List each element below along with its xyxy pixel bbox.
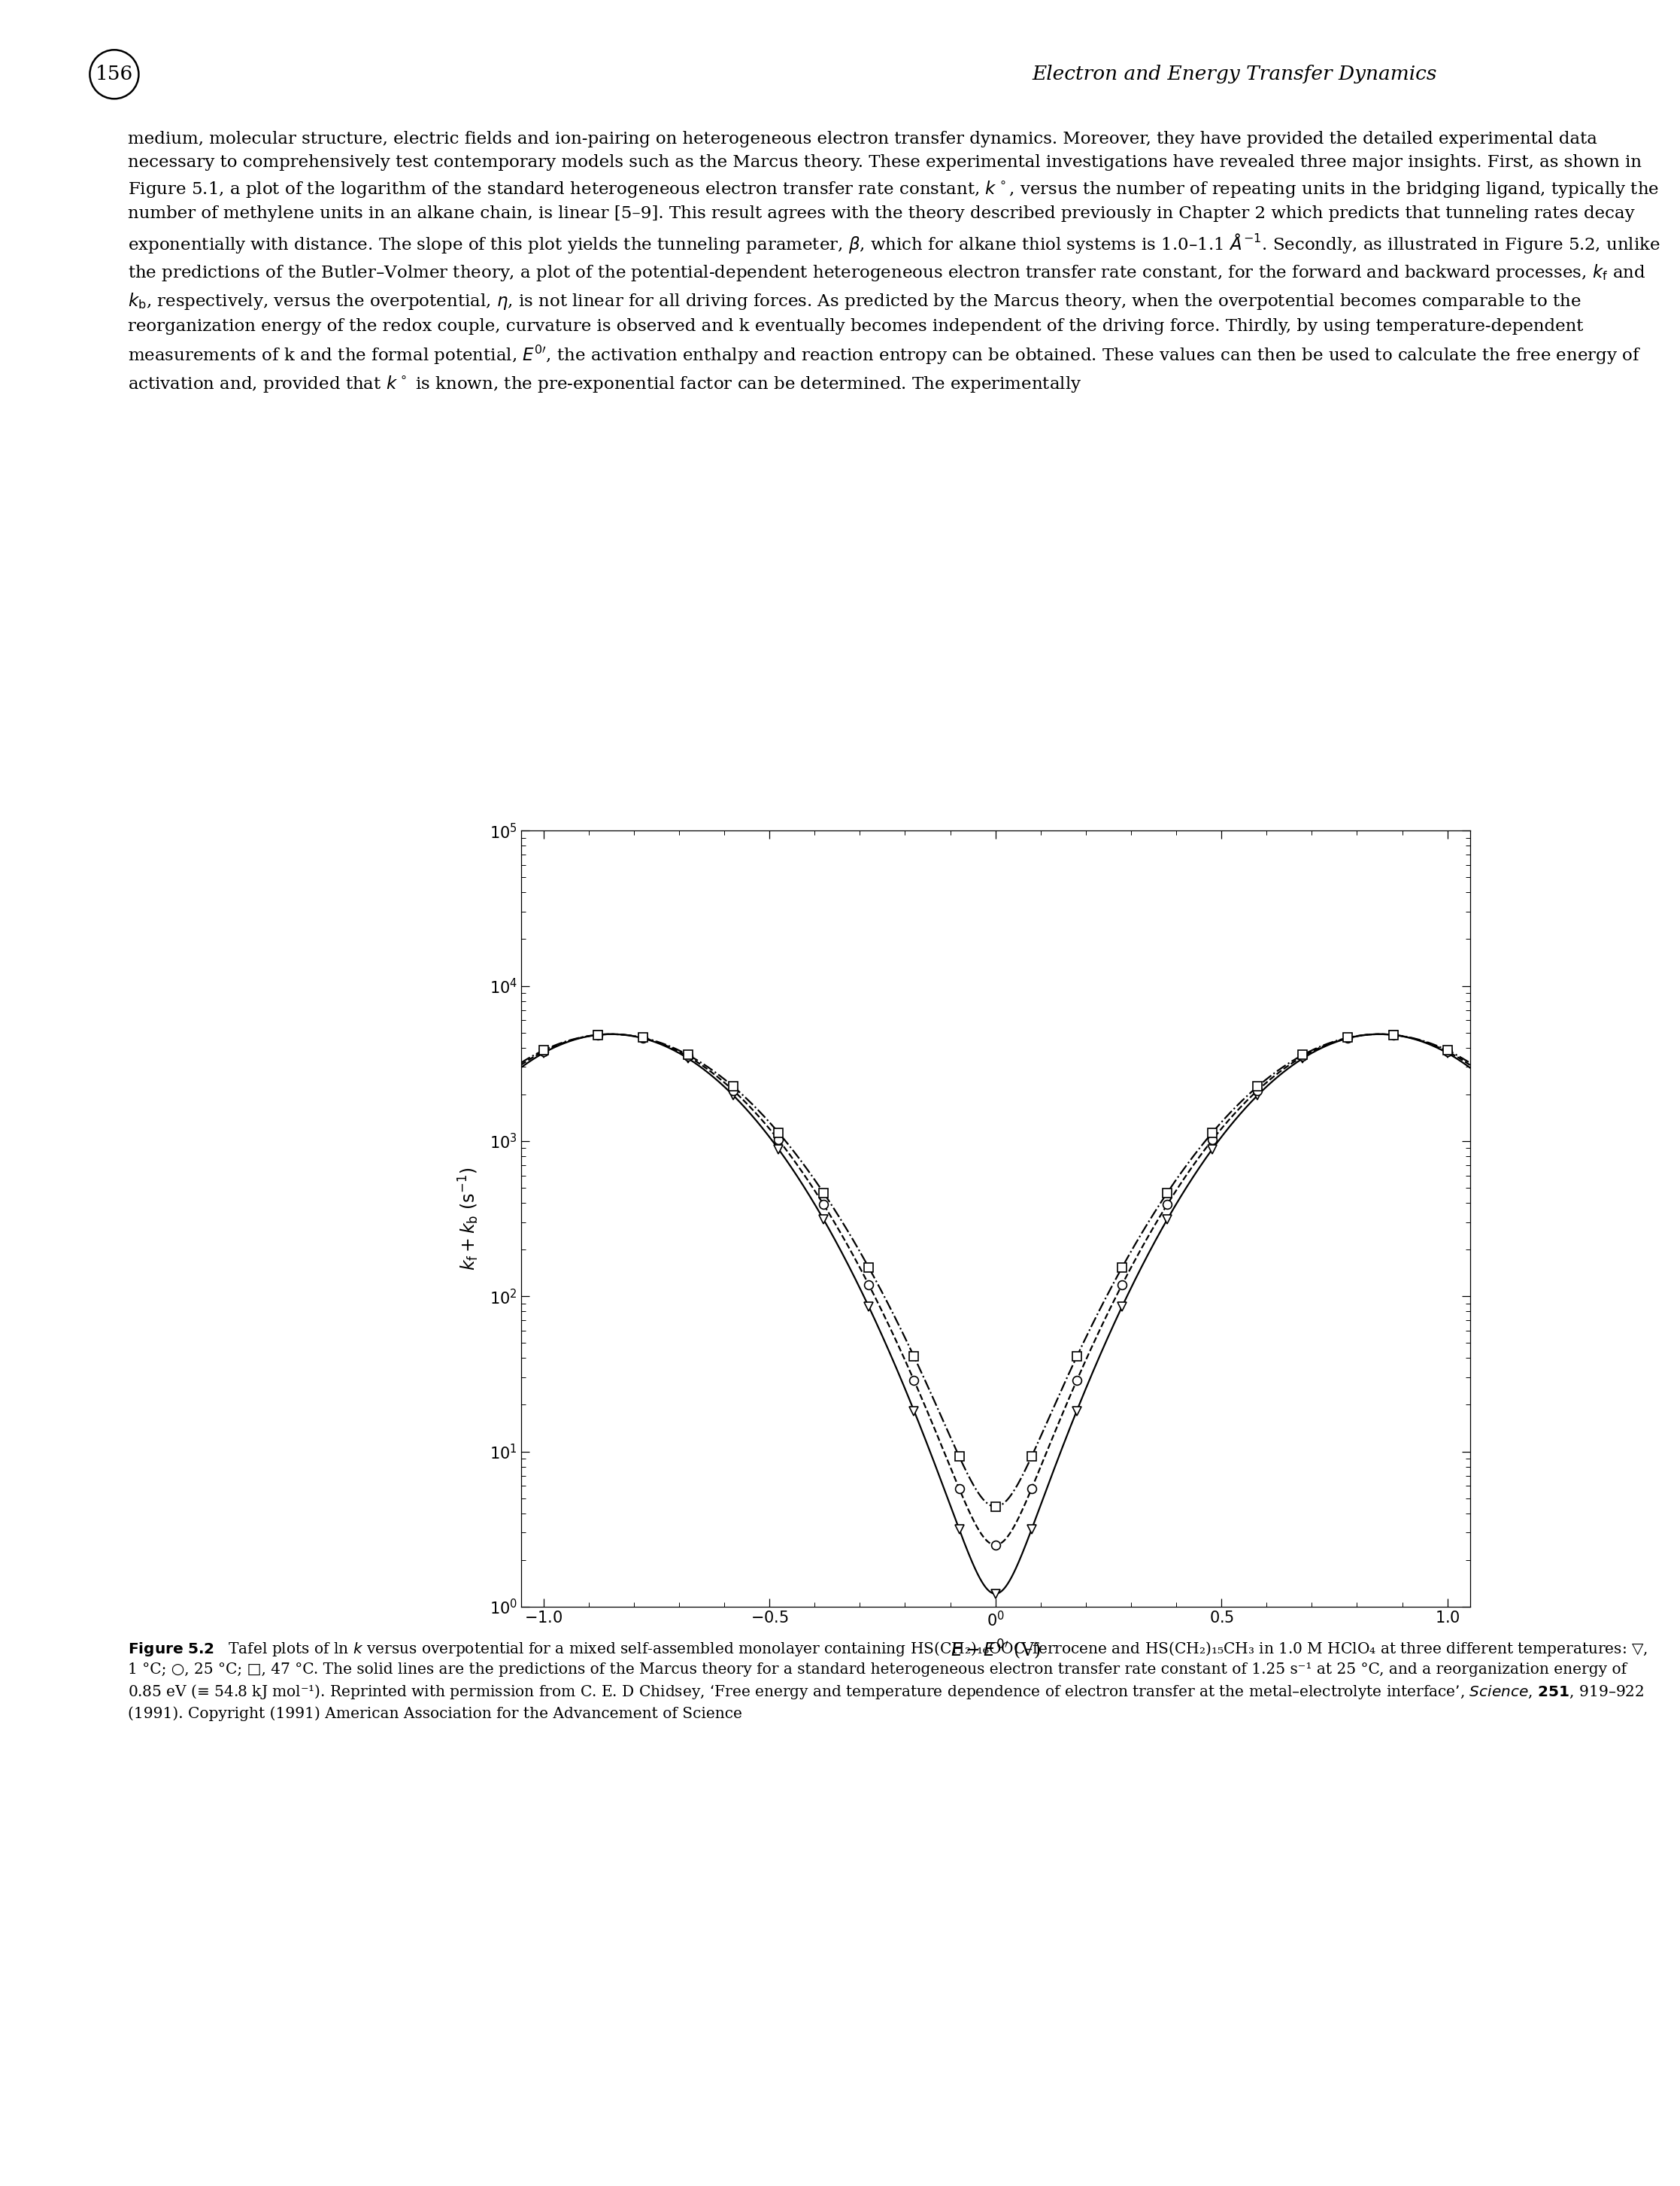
Text: $\mathbf{Figure\ 5.2}$   Tafel plots of ln $k$ versus overpotential for a mixed : $\mathbf{Figure\ 5.2}$ Tafel plots of ln… xyxy=(128,1640,1648,1720)
Text: Electron and Energy Transfer Dynamics: Electron and Energy Transfer Dynamics xyxy=(1033,66,1436,83)
Y-axis label: $k_{\rm f} + k_{\rm b}\ ({\rm s}^{-1})$: $k_{\rm f} + k_{\rm b}\ ({\rm s}^{-1})$ xyxy=(457,1167,480,1270)
Text: 156: 156 xyxy=(96,66,133,83)
X-axis label: $E - E^{0\prime}$ (V): $E - E^{0\prime}$ (V) xyxy=(951,1637,1040,1661)
Text: medium, molecular structure, electric fields and ion-pairing on heterogeneous el: medium, molecular structure, electric fi… xyxy=(128,131,1660,393)
